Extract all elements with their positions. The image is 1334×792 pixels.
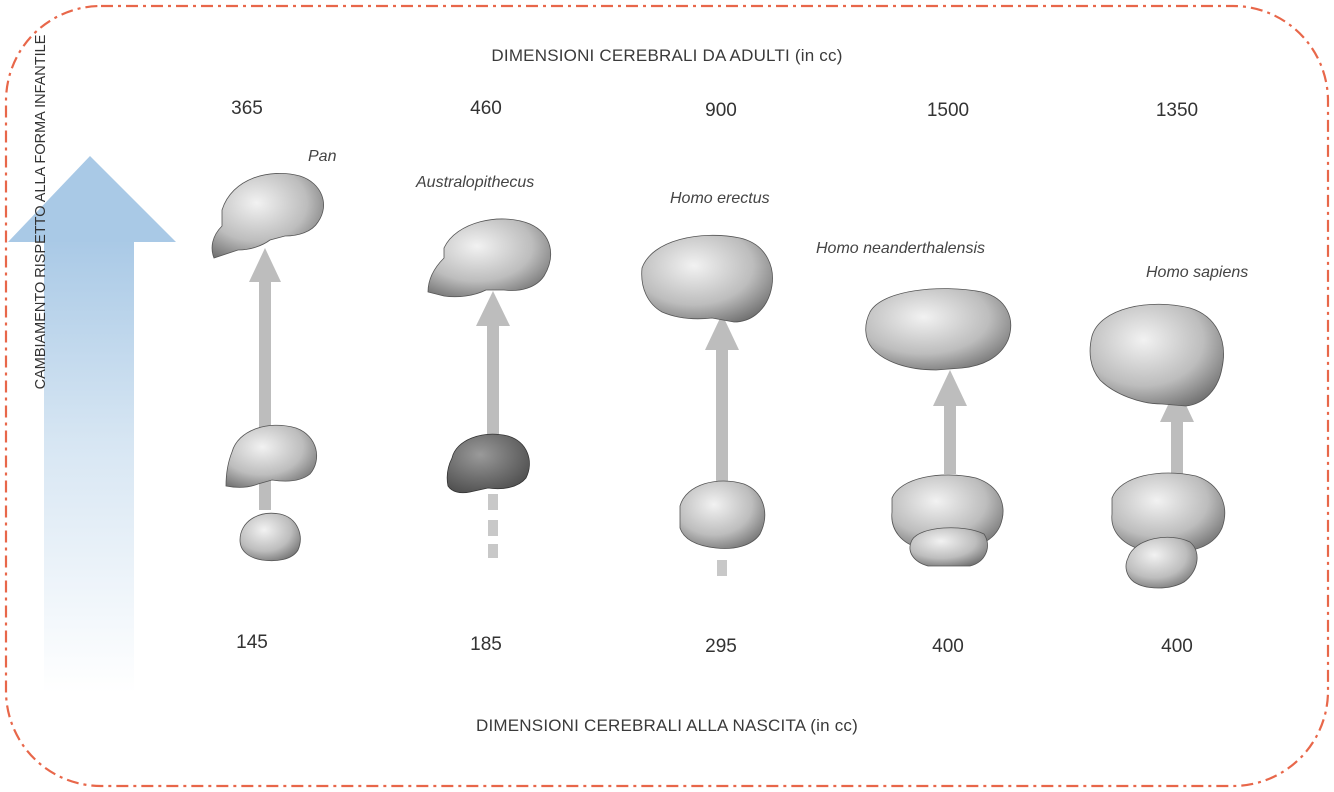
pan-column [211, 173, 324, 562]
species-name-pan: Pan [308, 148, 337, 165]
birth-size-homo-sapiens: 400 [1161, 636, 1193, 657]
homo-erectus-infant-skull [679, 480, 766, 549]
birth-size-australopithecus: 185 [470, 634, 502, 655]
birth-size-homo-neanderthalensis: 400 [932, 636, 964, 657]
species-name-homo-sapiens: Homo sapiens [1146, 264, 1249, 281]
adult-size-australopithecus: 460 [470, 98, 502, 119]
dashed-frame [4, 4, 1330, 788]
side-label: CAMBIAMENTO RISPETTO ALLA FORMA INFANTIL… [33, 34, 49, 390]
homo-sapiens-infant-skull [1111, 472, 1226, 553]
homo-sapiens-adult-skull [1089, 303, 1224, 407]
birth-size-homo-erectus: 295 [705, 636, 737, 657]
species-name-homo-neanderthalensis: Homo neanderthalensis [816, 240, 985, 257]
adult-size-homo-sapiens: 1350 [1155, 100, 1199, 121]
top-title: DIMENSIONI CEREBRALI DA ADULTI (in cc) [491, 46, 843, 65]
species-name-australopithecus: Australopithecus [416, 174, 535, 191]
change-arrow [8, 156, 176, 693]
pan-adult-skull [211, 173, 324, 259]
adult-size-homo-neanderthalensis: 1500 [926, 100, 970, 121]
australopithecus-adult-skull [427, 218, 551, 298]
australopithecus-infant-skull [446, 433, 530, 494]
bottom-title: DIMENSIONI CEREBRALI ALLA NASCITA (in cc… [476, 716, 858, 735]
adult-size-homo-erectus: 900 [705, 100, 737, 121]
australopithecus-column [427, 218, 551, 558]
homo-neanderthalensis-adult-skull [865, 288, 1012, 371]
homo-erectus-column [641, 235, 773, 576]
pan-infant-skull [239, 512, 301, 562]
homo-erectus-adult-skull [641, 235, 773, 323]
homo-sapiens-column [1089, 303, 1226, 589]
species-name-homo-erectus: Homo erectus [670, 190, 770, 207]
adult-size-pan: 365 [231, 98, 263, 119]
pan-juvenile-skull [225, 424, 317, 488]
homo-neanderthalensis-column [865, 288, 1012, 567]
birth-size-pan: 145 [236, 632, 268, 653]
